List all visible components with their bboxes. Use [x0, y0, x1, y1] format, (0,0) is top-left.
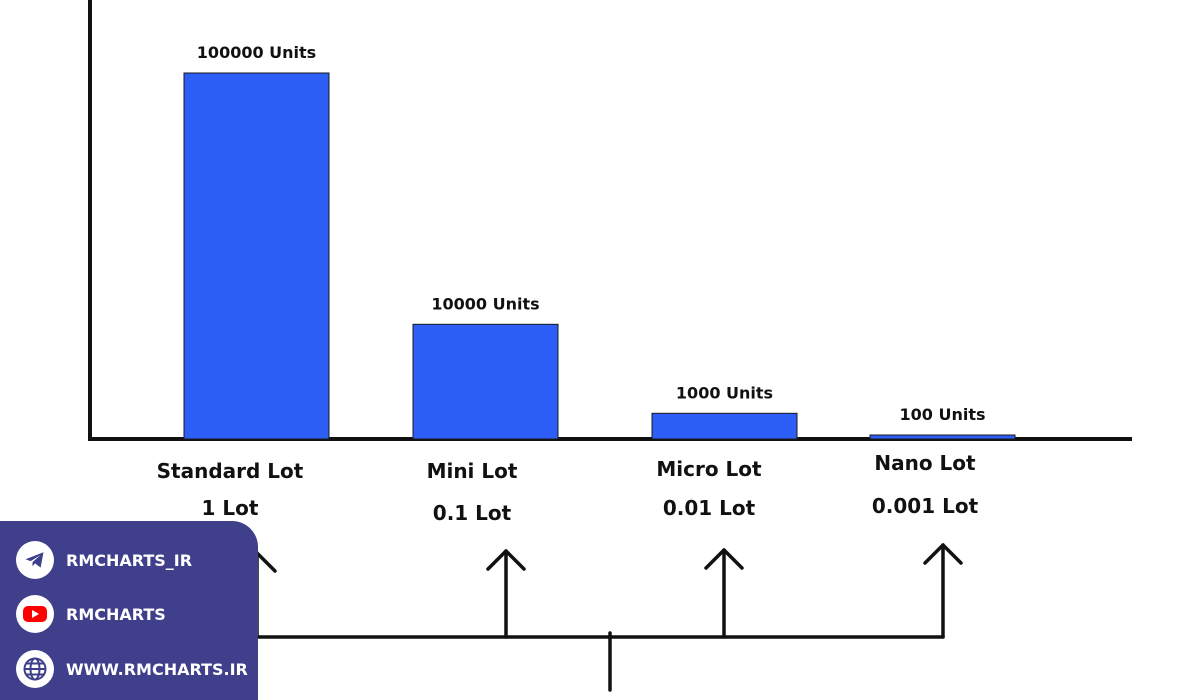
lot-label: 0.001 Lot [872, 494, 979, 518]
value-label: 100 Units [899, 405, 985, 424]
youtube-link[interactable]: RMCHARTS [16, 594, 166, 634]
category-label: Nano Lot [874, 451, 976, 475]
arrow-up [486, 549, 526, 639]
telegram-link[interactable]: RMCHARTS_IR [16, 540, 192, 580]
bar-micro-lot [651, 412, 798, 440]
arrow-up [923, 543, 963, 639]
bar-standard-lot [183, 72, 330, 440]
value-label: 100000 Units [197, 43, 316, 62]
lot-label: 1 Lot [202, 496, 259, 520]
value-label: 1000 Units [676, 383, 773, 402]
category-label: Standard Lot [157, 459, 304, 483]
category-label: Mini Lot [427, 459, 518, 483]
lot-label: 0.01 Lot [663, 496, 756, 520]
globe-icon [16, 650, 54, 688]
bar-nano-lot [869, 434, 1016, 440]
youtube-label: RMCHARTS [66, 604, 166, 624]
lot-label: 0.1 Lot [433, 501, 512, 525]
arrow-up [704, 548, 744, 639]
website-label: WWW.RMCHARTS.IR [66, 659, 248, 679]
category-label: Micro Lot [656, 457, 762, 481]
telegram-icon [16, 541, 54, 579]
website-link[interactable]: WWW.RMCHARTS.IR [16, 649, 248, 689]
value-label: 10000 Units [431, 294, 539, 313]
arrow-connector [237, 543, 963, 692]
telegram-label: RMCHARTS_IR [66, 550, 193, 570]
youtube-icon [16, 595, 54, 633]
social-panel: RMCHARTS_IR RMCHARTS WWW.RMCHARTS.IR [0, 521, 258, 700]
bar-mini-lot [412, 323, 559, 440]
